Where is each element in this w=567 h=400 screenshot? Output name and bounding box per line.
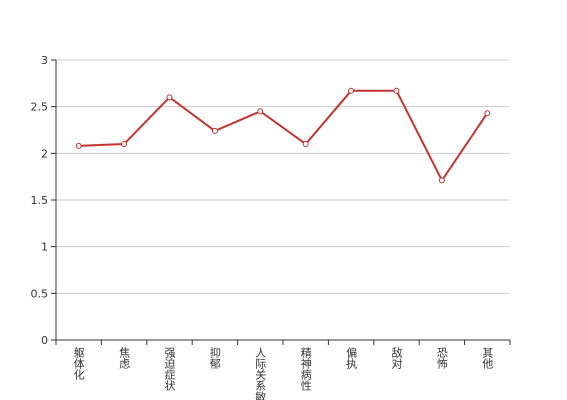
y-tick-label: 3 (41, 54, 48, 67)
point (438, 177, 445, 184)
x-tick-label: 其他 (481, 347, 494, 369)
point (393, 87, 400, 94)
point (75, 142, 82, 149)
x-tick-label: 抑郁 (208, 346, 221, 369)
y-tick-label: 2.5 (31, 101, 49, 114)
y-tick-label: 0 (41, 334, 48, 347)
point (484, 110, 491, 117)
x-tick-label: 躯体化 (72, 347, 85, 381)
point (121, 141, 128, 147)
y-tick-label: 2 (41, 147, 48, 160)
point (166, 94, 173, 101)
point (348, 87, 355, 94)
point (211, 127, 218, 134)
x-tick-label: 焦虑 (118, 347, 131, 369)
x-tick-label: 敌对 (390, 346, 403, 369)
x-tick-label: 偏执 (345, 346, 358, 370)
x-tick-label: 人际关系敏感 (254, 347, 267, 400)
x-tick-label: 恐怖 (435, 347, 448, 369)
point (257, 108, 264, 115)
x-tick-label: 精神病性 (299, 347, 312, 392)
y-tick-label: 0.5 (31, 287, 49, 300)
y-tick-label: 1 (41, 241, 48, 254)
line (78, 89, 489, 183)
point (302, 141, 309, 147)
x-tick-label: 强迫症状 (163, 347, 176, 391)
y-tick-label: 1.5 (31, 194, 49, 207)
